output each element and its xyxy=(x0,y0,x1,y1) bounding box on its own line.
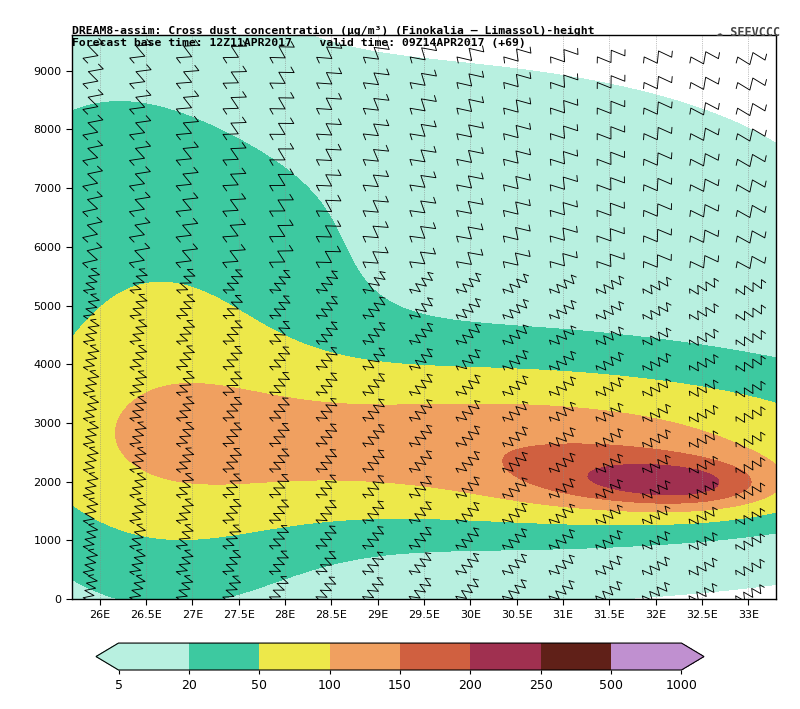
Text: Forecast base time: 12Z11APR2017    valid time: 09Z14APR2017 (+69): Forecast base time: 12Z11APR2017 valid t… xyxy=(72,38,526,48)
Text: ☁ SEEVCCC: ☁ SEEVCCC xyxy=(716,26,780,39)
PathPatch shape xyxy=(682,643,704,670)
PathPatch shape xyxy=(96,643,118,670)
Text: DREAM8-assim: Cross dust concentration (μg/m³) (Finokalia – Limassol)-height: DREAM8-assim: Cross dust concentration (… xyxy=(72,26,594,36)
